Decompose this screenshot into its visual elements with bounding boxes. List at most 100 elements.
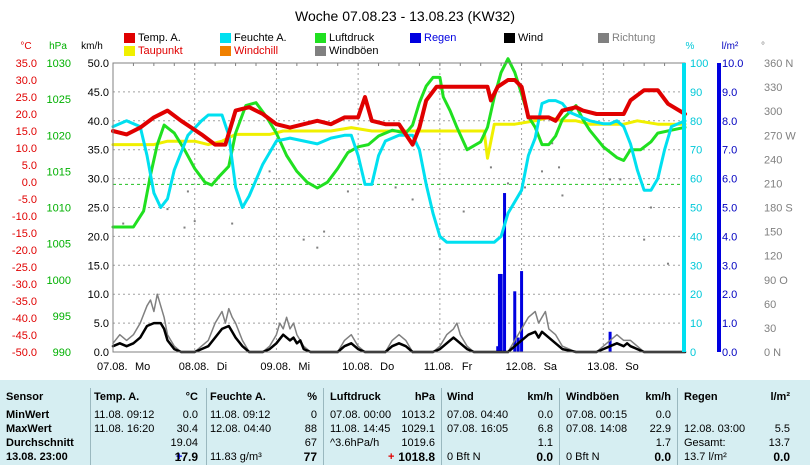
stats-date: 07.08. 16:05 bbox=[447, 423, 509, 435]
stats-col-unit: l/m² bbox=[770, 391, 790, 403]
tick-label: 995 bbox=[53, 311, 71, 323]
weather-chart: Woche 07.08.23 - 13.08.23 (KW32) 35.0 30.… bbox=[12, 8, 796, 373]
stats-date: 11.08. 09:12 bbox=[94, 409, 155, 421]
tick-label: 7.0 bbox=[722, 145, 737, 157]
stats-date: 11.08. 16:20 bbox=[94, 423, 155, 435]
tick-label: 1.0 bbox=[722, 318, 737, 330]
rain-bar bbox=[520, 271, 524, 352]
stats-value: 0.0 bbox=[536, 450, 553, 464]
x-tick-label: 12.08. bbox=[506, 361, 537, 373]
legend-windchill-swatch bbox=[220, 46, 231, 56]
direction-point bbox=[186, 190, 189, 193]
stats-value: 13.7 bbox=[768, 437, 790, 449]
direction-point bbox=[323, 230, 326, 233]
tick-label: 1020 bbox=[47, 130, 71, 142]
tick-label: 1005 bbox=[47, 239, 71, 251]
legend-pressure-swatch bbox=[315, 33, 326, 43]
tick-label: 30 bbox=[764, 323, 776, 335]
tick-label: 30.0 bbox=[88, 174, 109, 186]
stats-value: 77 bbox=[303, 450, 317, 464]
axis-unit: hPa bbox=[49, 41, 67, 52]
axis-unit: km/h bbox=[81, 41, 103, 52]
rain-bar bbox=[499, 273, 503, 352]
direction-point bbox=[268, 170, 271, 173]
tick-label: 240 bbox=[764, 154, 782, 166]
direction-point bbox=[231, 222, 234, 225]
tick-label: 1030 bbox=[47, 58, 71, 70]
x-tick-label: So bbox=[625, 361, 638, 373]
tick-label: 270 W bbox=[764, 130, 796, 142]
x-tick-label: Do bbox=[380, 361, 394, 373]
direction-point bbox=[643, 238, 646, 241]
legend-direction-swatch bbox=[598, 33, 609, 43]
stats-col-pressure: Luftdruck hPa 07.08. 00:00 1013.2 11.08.… bbox=[323, 380, 441, 465]
legend-humidity-swatch bbox=[220, 33, 231, 43]
legend-wind: Wind bbox=[504, 32, 543, 44]
legend-gusts-swatch bbox=[315, 46, 326, 56]
direction-point bbox=[558, 166, 561, 169]
tick-label: 1025 bbox=[47, 94, 71, 106]
legend-temp-label: Temp. A. bbox=[138, 32, 181, 44]
x-tick-label: Mi bbox=[298, 361, 310, 373]
series-line-feuchte-a bbox=[111, 99, 687, 244]
stats-date: 11.83 g/m³ bbox=[210, 451, 262, 463]
stats-value: 67 bbox=[304, 437, 317, 449]
direction-point bbox=[302, 238, 305, 241]
stats-row-label: 13.08. 23:00 bbox=[6, 451, 68, 463]
stats-value: 1018.8 bbox=[398, 450, 435, 464]
tick-label: 30.0 bbox=[16, 75, 37, 87]
divider bbox=[90, 388, 91, 465]
legend-windchill: Windchill bbox=[220, 45, 278, 57]
direction-point bbox=[462, 210, 465, 213]
stats-col-rain: Regen l/m² 12.08. 03:00 5.5 Gesamt: 13.7… bbox=[677, 380, 810, 465]
stats-col-unit: hPa bbox=[414, 391, 435, 403]
tick-label: 20 bbox=[690, 289, 702, 301]
stats-date: 07.08. 00:15 bbox=[566, 409, 628, 421]
legend-gusts-label: Windböen bbox=[329, 45, 379, 57]
direction-point bbox=[411, 198, 414, 201]
stats-value: 88 bbox=[304, 423, 317, 435]
tick-label: -50.0 bbox=[12, 347, 37, 359]
stats-col-temp: Temp. A. °C 11.08. 09:12 0.0 11.08. 16:2… bbox=[90, 380, 206, 465]
stats-value: 0.0 bbox=[773, 450, 790, 464]
stats-date: 07.08. 14:08 bbox=[566, 423, 628, 435]
tick-label: 15.0 bbox=[16, 126, 37, 138]
stats-value: 6.8 bbox=[537, 423, 553, 435]
legend-dewpoint-label: Taupunkt bbox=[138, 45, 183, 57]
x-tick-label: Mo bbox=[135, 361, 150, 373]
tick-label: 10.0 bbox=[722, 58, 743, 70]
trend-marker: + bbox=[388, 451, 395, 463]
x-tick-label: 11.08. bbox=[424, 361, 454, 373]
tick-label: 50.0 bbox=[88, 58, 109, 70]
tick-label: 5.0 bbox=[722, 203, 737, 215]
tick-label: 30 bbox=[690, 260, 702, 272]
series-line-temp-a bbox=[111, 78, 687, 147]
direction-point bbox=[166, 208, 169, 211]
x-tick-label: 13.08. bbox=[587, 361, 618, 373]
stats-value: 0.0 bbox=[655, 409, 671, 421]
stats-date: 11.08. 14:45 bbox=[330, 423, 391, 435]
stats-col-sensor: Sensor MinWert MaxWert Durchschnitt 13.0… bbox=[0, 380, 90, 465]
tick-label: 45.0 bbox=[88, 87, 109, 99]
tick-label: 990 bbox=[53, 347, 71, 359]
legend-humidity-label: Feuchte A. bbox=[234, 32, 287, 44]
stats-value: 0.0 bbox=[654, 450, 671, 464]
stats-value: 0.0 bbox=[537, 409, 553, 421]
direction-point bbox=[609, 178, 612, 181]
direction-series bbox=[122, 142, 669, 265]
stats-row-label: Durchschnitt bbox=[6, 437, 74, 449]
axes: 35.0 30.0 25.0 20.0 15.0 10.0 5.0 0.0 -5.0 -10.0 -… bbox=[12, 41, 796, 373]
stats-date: Gesamt: bbox=[684, 437, 726, 449]
tick-label: 40 bbox=[690, 231, 702, 243]
stats-value: 1.7 bbox=[655, 437, 671, 449]
direction-point bbox=[122, 222, 125, 225]
stats-col-header: Sensor bbox=[6, 391, 44, 403]
x-tick-label: Di bbox=[217, 361, 227, 373]
direction-point bbox=[666, 262, 669, 265]
rain-series bbox=[496, 193, 612, 352]
legend-direction: Richtung bbox=[598, 32, 655, 44]
legend-humidity: Feuchte A. bbox=[220, 32, 287, 44]
tick-label: 10 bbox=[690, 318, 702, 330]
tick-label: 8.0 bbox=[722, 116, 737, 128]
stats-col-header: Luftdruck bbox=[330, 391, 381, 403]
